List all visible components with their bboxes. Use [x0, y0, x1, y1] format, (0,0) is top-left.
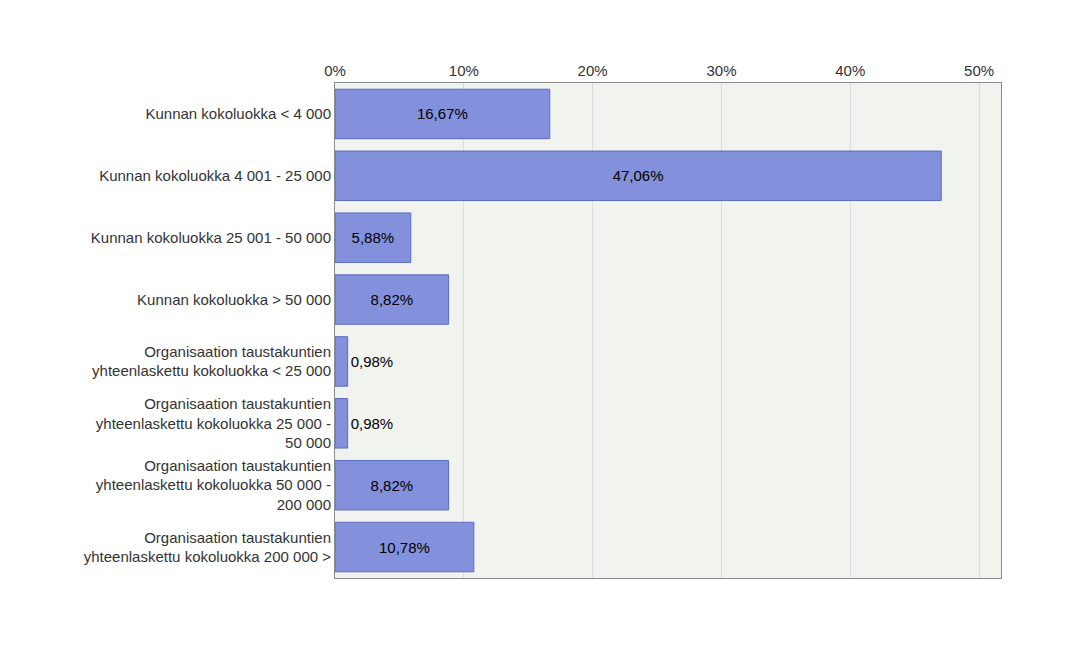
svg-text:10,78%: 10,78%: [379, 539, 430, 556]
svg-text:0,98%: 0,98%: [351, 415, 394, 432]
svg-text:10%: 10%: [449, 62, 479, 79]
svg-text:8,82%: 8,82%: [371, 477, 414, 494]
svg-text:Organisaation taustakuntienyht: Organisaation taustakuntienyhteenlaskett…: [92, 343, 331, 380]
svg-text:Organisaation taustakuntienyht: Organisaation taustakuntienyhteenlaskett…: [96, 395, 331, 451]
svg-text:0%: 0%: [324, 62, 346, 79]
svg-text:40%: 40%: [835, 62, 865, 79]
svg-text:20%: 20%: [578, 62, 608, 79]
svg-text:Kunnan kokoluokka 4 001 - 25 0: Kunnan kokoluokka 4 001 - 25 000: [99, 167, 331, 184]
svg-text:47,06%: 47,06%: [613, 167, 664, 184]
svg-text:Kunnan kokoluokka > 50 000: Kunnan kokoluokka > 50 000: [137, 291, 331, 308]
svg-text:30%: 30%: [706, 62, 736, 79]
svg-text:0,98%: 0,98%: [351, 353, 394, 370]
svg-text:Kunnan kokoluokka 25 001 - 50: Kunnan kokoluokka 25 001 - 50 000: [91, 229, 331, 246]
svg-text:5,88%: 5,88%: [352, 229, 395, 246]
svg-text:50%: 50%: [964, 62, 994, 79]
svg-text:16,67%: 16,67%: [417, 105, 468, 122]
svg-text:8,82%: 8,82%: [371, 291, 414, 308]
svg-text:Organisaation taustakuntienyht: Organisaation taustakuntienyhteenlaskett…: [96, 457, 331, 513]
svg-text:Kunnan kokoluokka < 4 000: Kunnan kokoluokka < 4 000: [145, 105, 331, 122]
svg-text:Organisaation taustakuntienyht: Organisaation taustakuntienyhteenlaskett…: [84, 529, 331, 566]
